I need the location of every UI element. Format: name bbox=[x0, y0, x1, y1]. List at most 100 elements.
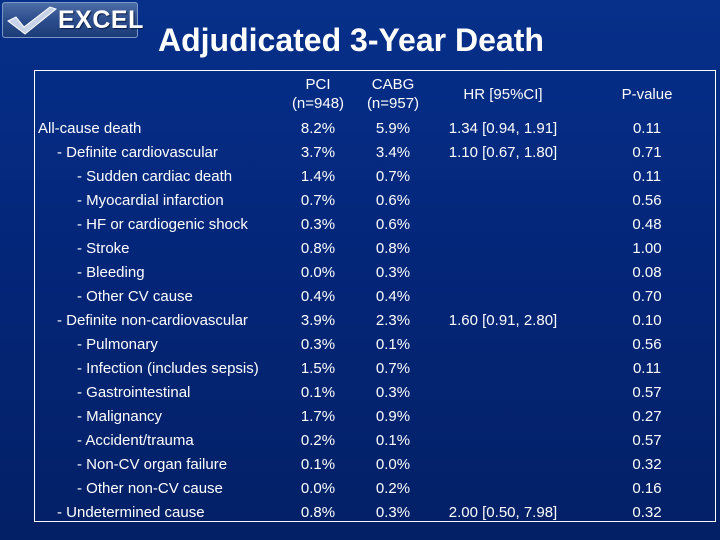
pci-value: 0.1% bbox=[300, 384, 336, 401]
cabg-value: 0.7% bbox=[375, 360, 411, 377]
header-label bbox=[35, 71, 277, 117]
row-label: - Other CV cause bbox=[77, 288, 193, 305]
pci-value: 3.7% bbox=[300, 144, 336, 161]
p-value: 0.70 bbox=[632, 288, 662, 305]
cabg-value: 0.6% bbox=[375, 192, 411, 209]
cabg-value: 3.4% bbox=[375, 144, 411, 161]
cabg-value: 0.3% bbox=[375, 264, 411, 281]
table-row: - HF or cardiogenic shock 0.3% 0.6% 0.48 bbox=[35, 213, 715, 237]
cabg-value: 0.8% bbox=[375, 240, 411, 257]
checkmark-icon bbox=[7, 6, 58, 35]
hr-value bbox=[427, 453, 579, 477]
cabg-value: 0.9% bbox=[375, 408, 411, 425]
p-value: 0.08 bbox=[632, 264, 662, 281]
table-row: - Sudden cardiac death 1.4% 0.7% 0.11 bbox=[35, 165, 715, 189]
header-pci-n: (n=948) bbox=[291, 95, 345, 112]
results-table: PCI (n=948) CABG (n=957) HR [95%CI] P-va… bbox=[34, 70, 716, 522]
table-row: - Stroke 0.8% 0.8% 1.00 bbox=[35, 237, 715, 261]
hr-value bbox=[427, 357, 579, 381]
cabg-value: 0.4% bbox=[375, 288, 411, 305]
pci-value: 0.7% bbox=[300, 192, 336, 209]
hr-value bbox=[427, 285, 579, 309]
hr-value bbox=[427, 405, 579, 429]
hr-value: 1.60 [0.91, 2.80] bbox=[448, 312, 558, 329]
header-pci: PCI (n=948) bbox=[277, 71, 359, 117]
table-row: - Accident/trauma 0.2% 0.1% 0.57 bbox=[35, 429, 715, 453]
p-value: 0.48 bbox=[632, 216, 662, 233]
hr-value: 1.34 [0.94, 1.91] bbox=[448, 120, 558, 137]
p-value: 0.11 bbox=[632, 168, 662, 185]
row-label: - Sudden cardiac death bbox=[77, 168, 233, 185]
p-value: 0.56 bbox=[632, 336, 662, 353]
p-value: 0.16 bbox=[632, 480, 662, 497]
row-label: - Definite cardiovascular bbox=[57, 144, 218, 161]
hr-value: 2.00 [0.50, 7.98] bbox=[448, 504, 558, 521]
p-value: 1.00 bbox=[632, 240, 662, 257]
table-row: - Non-CV organ failure 0.1% 0.0% 0.32 bbox=[35, 453, 715, 477]
row-label: - Infection (includes sepsis) bbox=[77, 360, 259, 377]
pci-value: 0.3% bbox=[300, 216, 336, 233]
pci-value: 1.7% bbox=[300, 408, 336, 425]
row-label: - Malignancy bbox=[77, 408, 163, 425]
cabg-value: 0.3% bbox=[375, 384, 411, 401]
cabg-value: 0.0% bbox=[375, 456, 411, 473]
row-label: - Undetermined cause bbox=[57, 504, 205, 521]
cabg-value: 0.1% bbox=[375, 336, 411, 353]
pci-value: 0.4% bbox=[300, 288, 336, 305]
header-cabg: CABG (n=957) bbox=[359, 71, 427, 117]
cabg-value: 2.3% bbox=[375, 312, 411, 329]
p-value: 0.71 bbox=[632, 144, 662, 161]
table-row: - Gastrointestinal 0.1% 0.3% 0.57 bbox=[35, 381, 715, 405]
logo-text: EXCEL bbox=[58, 6, 144, 34]
hr-value bbox=[427, 333, 579, 357]
pci-value: 0.2% bbox=[300, 432, 336, 449]
row-label: All-cause death bbox=[38, 120, 142, 137]
row-label: - Myocardial infarction bbox=[77, 192, 224, 209]
row-label: - Pulmonary bbox=[77, 336, 158, 353]
p-value: 0.57 bbox=[632, 432, 662, 449]
row-label: - Definite non-cardiovascular bbox=[57, 312, 248, 329]
hr-value bbox=[427, 381, 579, 405]
cabg-value: 5.9% bbox=[375, 120, 411, 137]
header-cabg-n: (n=957) bbox=[366, 95, 420, 112]
row-label: - Accident/trauma bbox=[77, 432, 194, 449]
row-label: - Bleeding bbox=[77, 264, 145, 281]
header-hr: HR [95%CI] bbox=[463, 85, 543, 103]
p-value: 0.27 bbox=[632, 408, 662, 425]
table-row: - Malignancy 1.7% 0.9% 0.27 bbox=[35, 405, 715, 429]
p-value: 0.32 bbox=[632, 504, 662, 521]
header-pci-name: PCI bbox=[305, 76, 331, 93]
cabg-value: 0.7% bbox=[375, 168, 411, 185]
pci-value: 0.0% bbox=[300, 264, 336, 281]
table-row: - Definite cardiovascular 3.7% 3.4% 1.10 [0… bbox=[35, 141, 715, 165]
hr-value bbox=[427, 429, 579, 453]
header-cabg-name: CABG bbox=[371, 76, 415, 93]
pci-value: 1.5% bbox=[300, 360, 336, 377]
p-value: 0.32 bbox=[632, 456, 662, 473]
pci-value: 0.0% bbox=[300, 480, 336, 497]
row-label: - Non-CV organ failure bbox=[77, 456, 228, 473]
pci-value: 8.2% bbox=[300, 120, 336, 137]
cabg-value: 0.3% bbox=[375, 504, 411, 521]
hr-value bbox=[427, 165, 579, 189]
pci-value: 1.4% bbox=[300, 168, 336, 185]
row-label: - HF or cardiogenic shock bbox=[77, 216, 248, 233]
hr-value bbox=[427, 189, 579, 213]
table-row: - Infection (includes sepsis) 1.5% 0.7% 0.1… bbox=[35, 357, 715, 381]
row-label: - Gastrointestinal bbox=[77, 384, 191, 401]
table-row: - Other CV cause 0.4% 0.4% 0.70 bbox=[35, 285, 715, 309]
hr-value: 1.10 [0.67, 1.80] bbox=[448, 144, 558, 161]
pci-value: 0.1% bbox=[300, 456, 336, 473]
pci-value: 0.3% bbox=[300, 336, 336, 353]
pci-value: 0.8% bbox=[300, 504, 336, 521]
row-label: - Stroke bbox=[77, 240, 130, 257]
cabg-value: 0.1% bbox=[375, 432, 411, 449]
p-value: 0.57 bbox=[632, 384, 662, 401]
page-title: Adjudicated 3-Year Death bbox=[158, 22, 544, 58]
table-row: All-cause death 8.2% 5.9% 1.34 [0.94, 1.91]… bbox=[35, 117, 715, 141]
table-row: - Undetermined cause 0.8% 0.3% 2.00 [0.50, … bbox=[35, 501, 715, 525]
excel-logo: EXCEL bbox=[2, 2, 143, 38]
table-row: - Other non-CV cause 0.0% 0.2% 0.16 bbox=[35, 477, 715, 501]
p-value: 0.11 bbox=[632, 120, 662, 137]
hr-value bbox=[427, 237, 579, 261]
